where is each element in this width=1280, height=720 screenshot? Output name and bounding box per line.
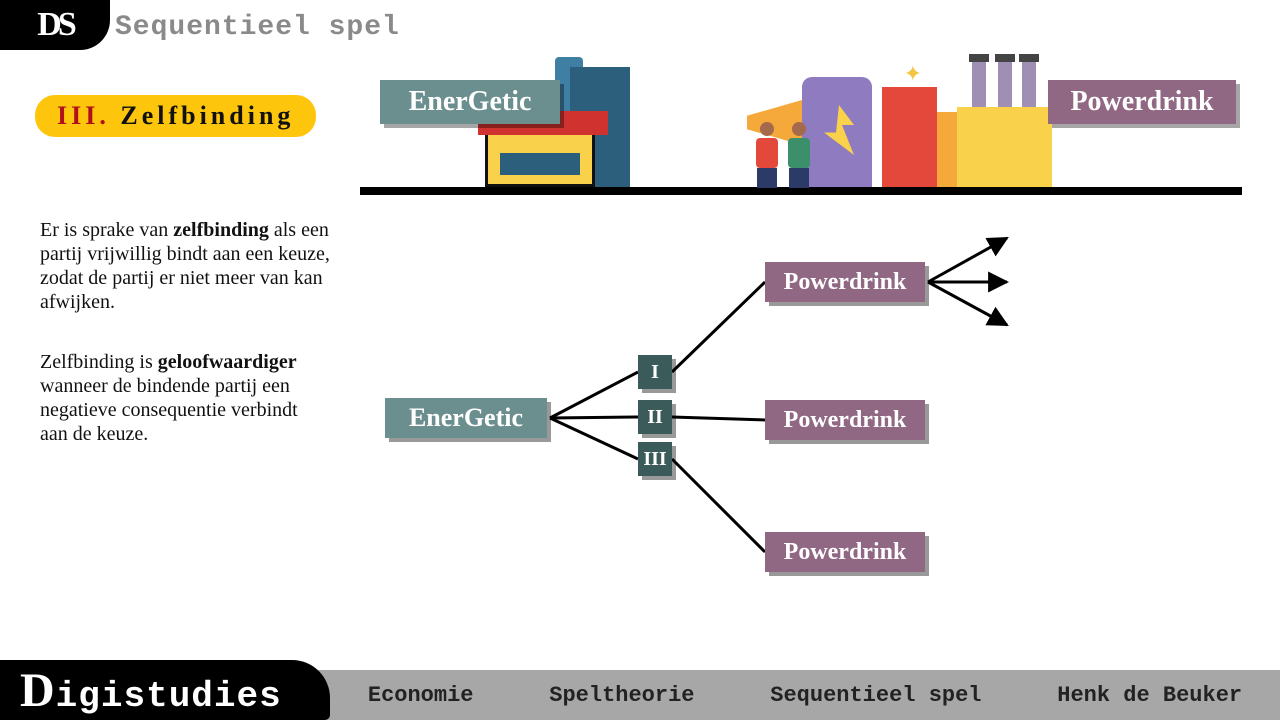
energetic-header-label: EnerGetic (380, 80, 560, 124)
footer-logo-rest: igistudies (56, 676, 282, 717)
tree-leaf-node-3: Powerdrink (765, 532, 925, 572)
ground-line (360, 187, 1242, 195)
tree-root-node: EnerGetic (385, 398, 547, 438)
sparkle-icon: ✦ (904, 61, 922, 87)
footer-bar: Digistudies Economie Speltheorie Sequent… (0, 670, 1280, 720)
tree-choice-node-1: I (638, 355, 672, 389)
tree-choice-node-2: II (638, 400, 672, 434)
game-tree-diagram: EnerGetic I II III Powerdrink Powerdrink… (380, 220, 1030, 600)
footer-logo: Digistudies (0, 660, 330, 720)
person-icon (784, 122, 814, 187)
footer-item: Speltheorie (549, 683, 694, 708)
footer-item: Economie (368, 683, 474, 708)
yellow-factory-shape (957, 107, 1052, 187)
section-number: III. (57, 101, 110, 130)
person-icon (752, 122, 782, 187)
paragraph-2: Zelfbinding is geloofwaardiger wanneer d… (40, 350, 330, 446)
chimney-icon (998, 62, 1012, 107)
section-name: Zelfbinding (120, 101, 294, 130)
footer-item: Sequentieel spel (770, 683, 981, 708)
factory-windows (500, 153, 580, 175)
section-title-pill: III. Zelfbinding (35, 95, 316, 137)
tree-leaf-node-1: Powerdrink (765, 262, 925, 302)
logo-corner: DS (0, 0, 110, 50)
header-illustration: EnerGetic ✦ Powerdrink (360, 55, 1242, 195)
footer-item: Henk de Beuker (1057, 683, 1242, 708)
paragraph-1: Er is sprake van zelfbinding als een par… (40, 218, 330, 314)
powerdrink-header-label: Powerdrink (1048, 80, 1236, 124)
chimney-icon (972, 62, 986, 107)
tree-choice-node-3: III (638, 442, 672, 476)
chimney-icon (1022, 62, 1036, 107)
red-building-shape (882, 87, 937, 187)
tree-leaf-node-2: Powerdrink (765, 400, 925, 440)
page-title: Sequentieel spel (115, 12, 400, 43)
logo-letters: DS (37, 6, 72, 44)
footer-breadcrumb: Economie Speltheorie Sequentieel spel He… (330, 683, 1280, 708)
